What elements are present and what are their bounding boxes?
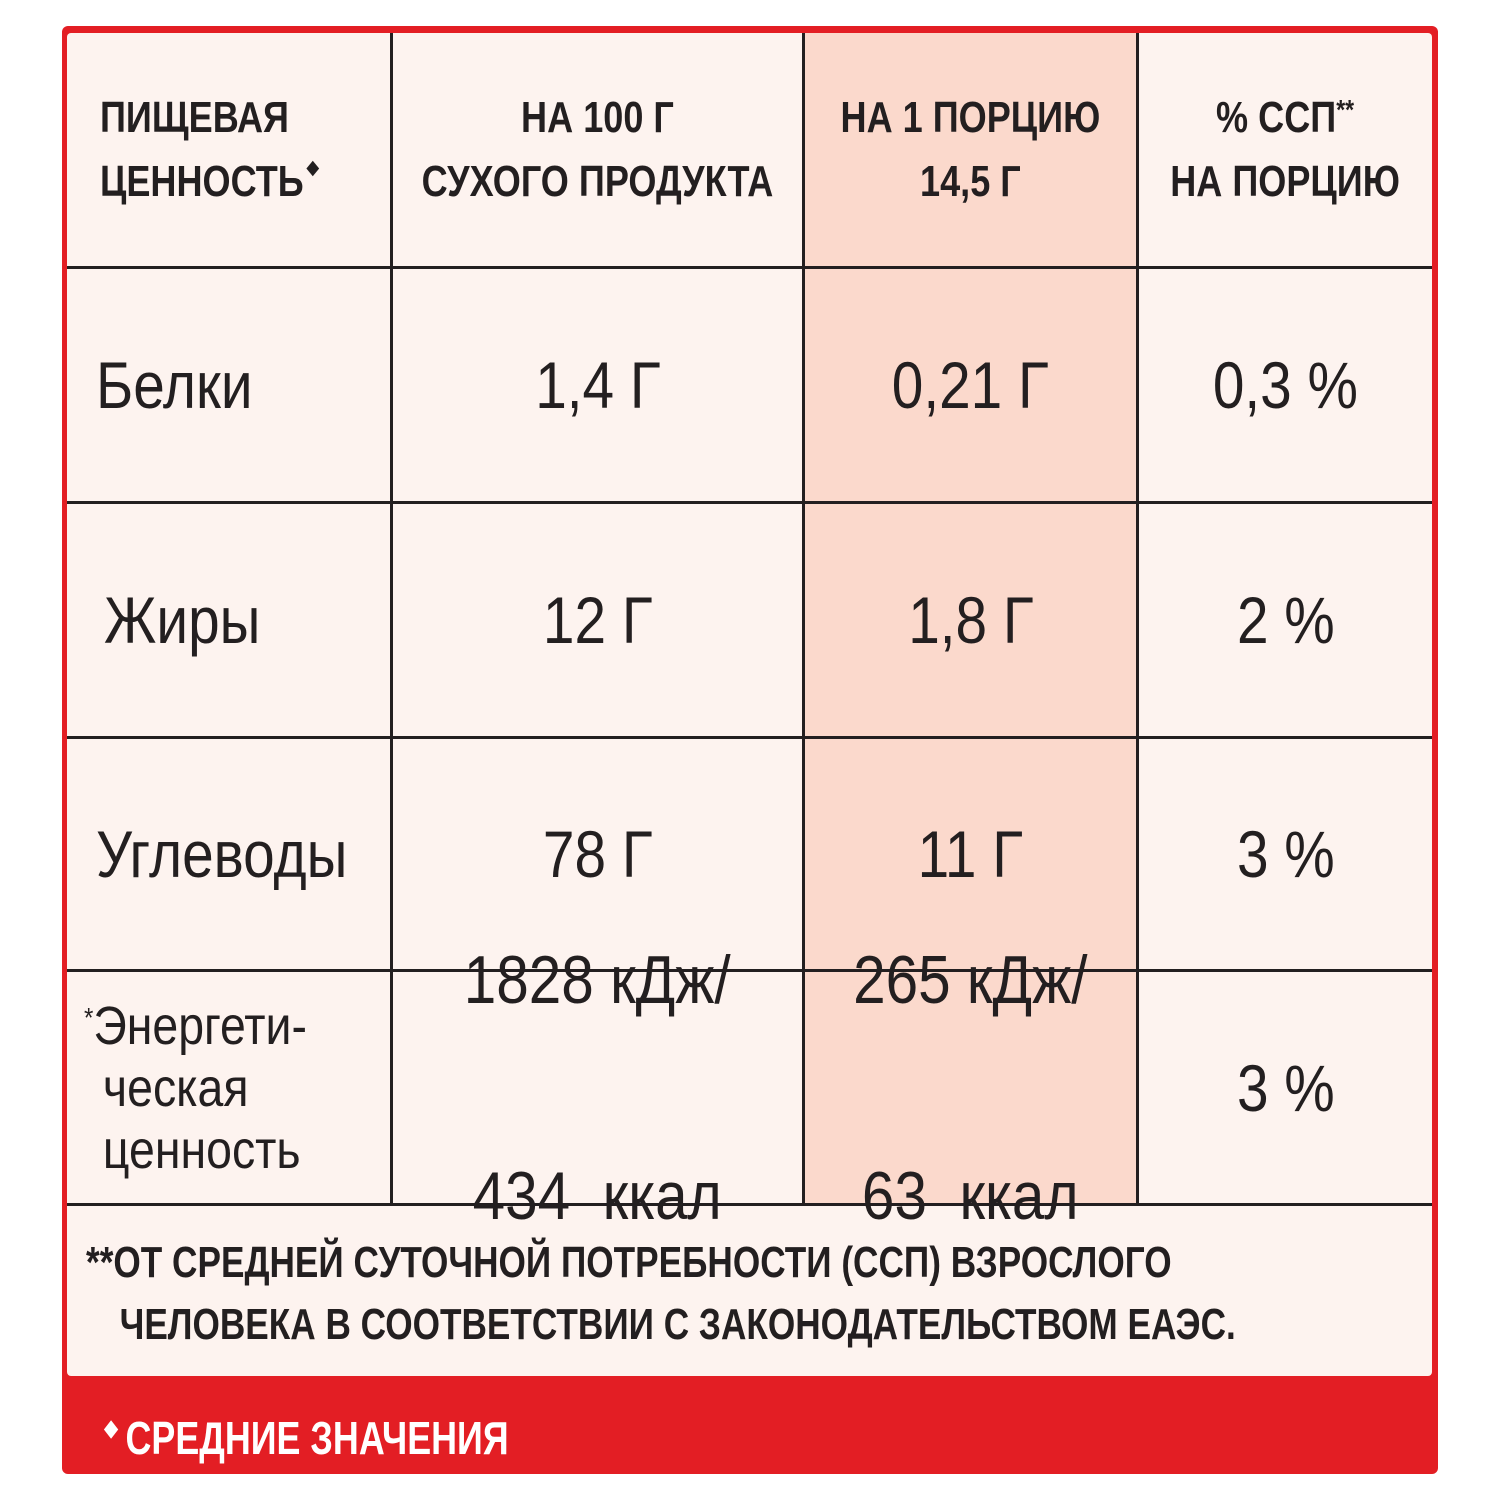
nutrition-panel [67,33,1432,1376]
energy-name-line1: Энергети- [93,995,307,1056]
energy-per-100g-line1: 1828 кДж/ [464,941,731,1018]
value-rda: 3 % [1236,1050,1335,1125]
nutrient-name: Жиры [104,583,261,657]
value-per-portion: 0,21 Г [892,348,1049,422]
table-row-fat-per100: 12 Г [393,504,802,736]
table-row-energy-per100: 1828 кДж/ 434 ккал [393,944,802,1232]
table-row-carbs-name: Углеводы [96,739,386,969]
table-row-energy-portion: 265 кДж/ 63 ккал [805,944,1136,1232]
energy-name-line2: ческая [102,1057,249,1118]
footnote: **ОТ СРЕДНЕЙ СУТОЧНОЙ ПОТРЕБНОСТИ (ССП) … [86,1232,1236,1356]
table-row-fat-portion: 1,8 Г [805,504,1136,736]
average-values-text: СРЕДНИЕ ЗНАЧЕНИЯ [125,1412,509,1464]
energy-per-portion-line1: 265 кДж/ [853,941,1088,1018]
table-row-energy-rda: 3 % [1139,972,1432,1203]
row-divider [67,501,1432,504]
row-divider [67,266,1432,269]
header-per-portion: НА 1 ПОРЦИЮ 14,5 Г [805,86,1136,214]
row-divider [67,1203,1432,1206]
energy-name-line3: ценность [102,1119,301,1180]
row-divider [67,736,1432,739]
value-rda: 0,3 % [1212,348,1359,422]
column-divider [802,33,805,1204]
table-row-protein-name: Белки [96,269,386,501]
header-nutrient-line1: ПИЩЕВАЯ [100,93,289,142]
energy-per-100g-line2: 434 ккал [472,1157,723,1234]
portion-column-highlight [805,33,1137,1204]
nutrient-name: Углеводы [96,817,348,891]
header-per-100g-line1: НА 100 Г [521,93,674,142]
column-divider [1136,33,1139,1204]
table-row-fat-name: Жиры [104,504,386,736]
diamond-icon [306,160,320,177]
header-rda-line1: % ССП [1216,93,1337,142]
value-rda: 3 % [1236,817,1335,891]
diamond-icon [103,1420,119,1439]
header-per-portion-line2: 14,5 Г [920,157,1021,206]
footnote-mark: ** [86,1238,114,1287]
footnote-line1: ОТ СРЕДНЕЙ СУТОЧНОЙ ПОТРЕБНОСТИ (ССП) ВЗ… [113,1238,1172,1287]
header-nutrient: ПИЩЕВАЯ ЦЕННОСТЬ [100,86,390,214]
value-per-100g: 78 Г [542,817,653,891]
energy-per-portion-line2: 63 ккал [862,1157,1079,1234]
average-values-label: СРЕДНИЕ ЗНАЧЕНИЯ [103,1408,509,1468]
header-rda: % ССП** НА ПОРЦИЮ [1139,86,1432,214]
header-per-100g-line2: СУХОГО ПРОДУКТА [421,157,774,206]
table-row-carbs-rda: 3 % [1139,739,1432,969]
value-per-portion: 1,8 Г [907,583,1034,657]
table-row-carbs-per100: 78 Г [393,739,802,969]
value-per-100g: 12 Г [542,583,653,657]
table-row-carbs-portion: 11 Г [805,739,1136,969]
column-divider [390,33,393,1204]
value-per-100g: 1,4 Г [534,348,661,422]
table-row-energy-name: *Энергети- ческая ценность [84,972,390,1203]
header-nutrient-line2: ЦЕННОСТЬ [100,157,304,206]
nutrient-name: Белки [96,348,253,422]
header-rda-line2: НА ПОРЦИЮ [1170,157,1401,206]
footnote-line2: ЧЕЛОВЕКА В СООТВЕТСТВИИ С ЗАКОНОДАТЕЛЬСТ… [119,1300,1236,1349]
value-rda: 2 % [1236,583,1335,657]
table-row-protein-rda: 0,3 % [1139,269,1432,501]
energy-footnote-mark: * [84,1001,94,1033]
header-per-100g: НА 100 Г СУХОГО ПРОДУКТА [393,86,802,214]
table-row-protein-portion: 0,21 Г [805,269,1136,501]
row-divider [67,969,1432,972]
table-row-fat-rda: 2 % [1139,504,1432,736]
value-per-portion: 11 Г [917,817,1024,891]
header-rda-footnote-mark: ** [1336,94,1355,125]
table-row-protein-per100: 1,4 Г [393,269,802,501]
header-per-portion-line1: НА 1 ПОРЦИЮ [840,93,1101,142]
